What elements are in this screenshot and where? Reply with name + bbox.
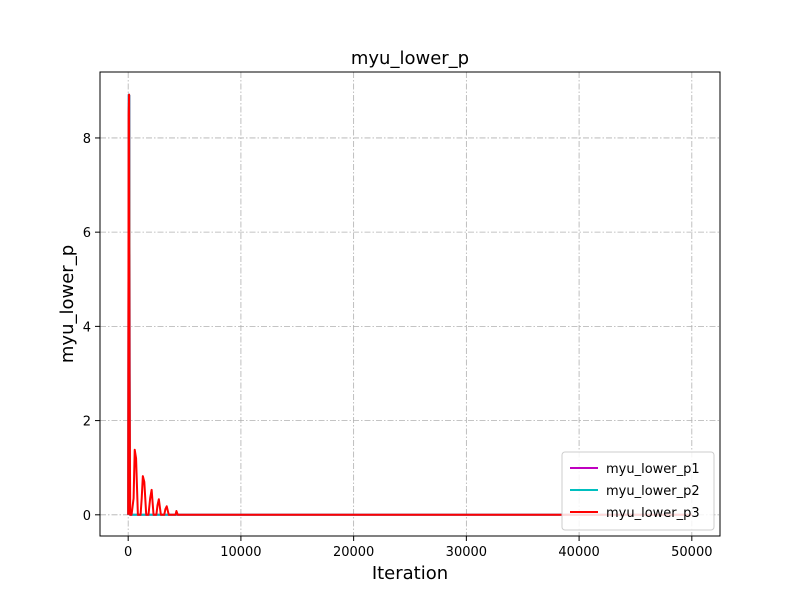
chart-title: myu_lower_p	[351, 48, 469, 69]
x-tick-label: 20000	[333, 545, 374, 560]
y-tick-label: 2	[83, 415, 91, 430]
plot-frame	[99, 71, 721, 537]
x-tick-label: 40000	[558, 545, 599, 560]
x-tick-label: 0	[124, 545, 132, 560]
legend-box	[561, 451, 715, 531]
series-lines	[127, 93, 692, 516]
y-tick-label: 6	[83, 226, 91, 241]
legend-entry: myu_lower_p2	[606, 484, 700, 499]
x-tick-label: 50000	[671, 545, 712, 560]
legend: myu_lower_p1 myu_lower_p2 myu_lower_p3	[561, 451, 715, 531]
y-axis-label: myu_lower_p	[57, 245, 78, 363]
legend-entry: myu_lower_p3	[606, 506, 700, 521]
legend-entry: myu_lower_p1	[606, 462, 700, 477]
axis-ticks: 0 10000 20000 30000 40000 50000 0 2 4 6 8	[83, 132, 713, 560]
series-line-3	[127, 93, 692, 516]
x-tick-label: 30000	[446, 545, 487, 560]
y-tick-label: 4	[83, 320, 91, 335]
x-tick-label: 10000	[220, 545, 261, 560]
y-tick-label: 0	[83, 509, 91, 524]
y-tick-label: 8	[83, 132, 91, 147]
x-axis-label: Iteration	[372, 563, 448, 584]
